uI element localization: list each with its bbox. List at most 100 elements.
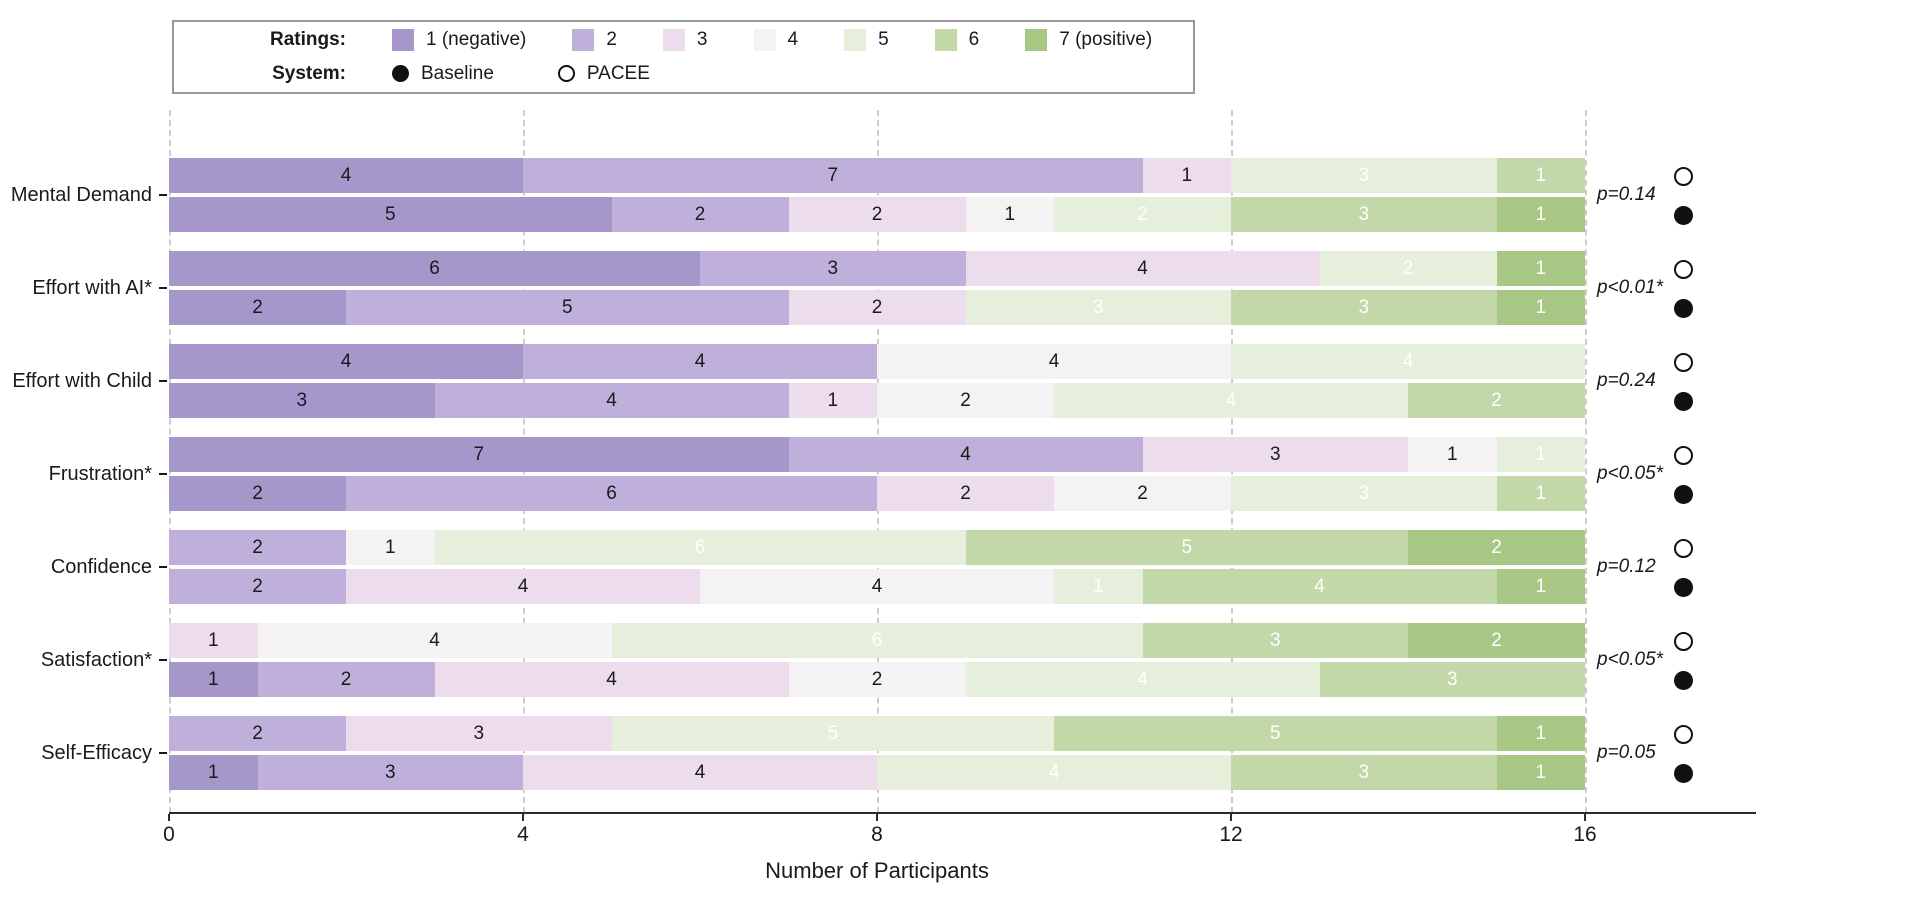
segment-rating-5: 3: [965, 290, 1231, 325]
rating-legend-label: 5: [878, 29, 889, 51]
segment-rating-2: 2: [169, 569, 346, 604]
segment-rating-4: 2: [877, 383, 1054, 418]
x-tick-label: 8: [871, 823, 883, 846]
filled-circle-icon: [1674, 670, 1693, 690]
segment-rating-1: 1: [169, 755, 258, 790]
x-tick-mark: [876, 814, 878, 821]
segment-rating-4: 2: [788, 662, 966, 697]
category-label-effort-with-ai: Effort with AI*: [32, 277, 152, 299]
segment-rating-6: 3: [1231, 197, 1497, 232]
p-value-frustration: p<0.05*: [1597, 463, 1664, 484]
segment-rating-5: 4: [1054, 383, 1408, 418]
category-label-confidence: Confidence: [50, 556, 152, 578]
segment-rating-5: 2: [1054, 197, 1231, 232]
rating-legend-label: 1 (negative): [426, 29, 527, 51]
segment-rating-3: 4: [434, 662, 789, 697]
segment-rating-5: 2: [1319, 251, 1497, 286]
p-value-satisfaction: p<0.05*: [1597, 649, 1664, 670]
segment-rating-6: 3: [1319, 662, 1585, 697]
x-tick-mark: [168, 814, 170, 821]
segment-rating-7: 2: [1408, 623, 1585, 658]
segment-rating-6: 2: [1408, 383, 1585, 418]
segment-rating-4: 1: [346, 530, 435, 565]
segment-rating-2: 4: [434, 383, 789, 418]
segment-rating-7: 1: [1496, 755, 1585, 790]
rating-swatch-icon: [844, 29, 867, 52]
system-legend-label: Baseline: [421, 62, 494, 84]
segment-rating-2: 4: [788, 437, 1143, 472]
segment-rating-5: 1: [1496, 437, 1585, 472]
x-tick-label: 0: [163, 823, 175, 846]
p-value-mental-demand: p=0.14: [1597, 184, 1656, 205]
rating-swatch-icon: [662, 29, 685, 52]
y-tick-mark: [159, 659, 167, 661]
y-tick-mark: [159, 380, 167, 382]
segment-rating-3: 2: [877, 476, 1054, 511]
segment-rating-5: 3: [1231, 158, 1497, 193]
segment-rating-2: 2: [257, 662, 435, 697]
system-legend-item: PACEE: [557, 63, 650, 85]
segment-rating-7: 1: [1496, 569, 1585, 604]
rating-legend-item: 2: [572, 29, 617, 52]
open-circle-icon: [1674, 259, 1693, 279]
open-circle-icon: [1674, 631, 1693, 651]
rating-swatch-icon: [753, 29, 776, 52]
filled-circle-icon: [1674, 484, 1693, 504]
rating-swatch-icon: [1025, 29, 1048, 52]
x-tick-label: 12: [1219, 823, 1243, 846]
segment-rating-6: 5: [1054, 716, 1497, 751]
segment-rating-3: 4: [965, 251, 1320, 286]
segment-rating-4: 4: [700, 569, 1054, 604]
filled-circle-icon: [1674, 391, 1693, 411]
x-tick-mark: [1230, 814, 1232, 821]
open-circle-icon: [1674, 352, 1693, 372]
ratings-legend-items: 1 (negative) 2 3 4 5 6 7 (positive): [392, 29, 1152, 52]
segment-rating-2: 3: [257, 755, 523, 790]
category-label-mental-demand: Mental Demand: [10, 184, 152, 206]
rating-legend-item: 1 (negative): [392, 29, 527, 52]
open-circle-icon: [1674, 166, 1693, 186]
ratings-legend-title: Ratings:: [270, 29, 346, 51]
system-legend-items: Baseline PACEE: [392, 63, 650, 85]
x-tick-mark: [1584, 814, 1586, 821]
category-label-self-efficacy: Self-Efficacy: [41, 742, 152, 764]
segment-rating-6: 1: [1496, 158, 1585, 193]
x-tick-label: 4: [517, 823, 529, 846]
rating-legend-label: 6: [968, 29, 980, 51]
rating-legend-label: 3: [696, 29, 708, 51]
segment-rating-4: 2: [1054, 476, 1231, 511]
segment-rating-7: 1: [1496, 251, 1585, 286]
segment-rating-2: 3: [700, 251, 966, 286]
segment-rating-2: 2: [169, 716, 346, 751]
segment-rating-3: 4: [346, 569, 700, 604]
open-circle-icon: [557, 65, 575, 83]
segment-rating-3: 3: [346, 716, 612, 751]
filled-circle-icon: [1674, 205, 1693, 225]
segment-rating-2: 5: [346, 290, 789, 325]
segment-rating-5: 4: [965, 662, 1320, 697]
open-circle-icon: [1674, 538, 1693, 558]
open-circle-icon: [1674, 724, 1693, 744]
segment-rating-1: 6: [169, 251, 700, 286]
rating-swatch-icon: [392, 29, 414, 52]
segment-rating-1: 2: [169, 476, 346, 511]
y-tick-mark: [159, 287, 167, 289]
filled-circle-icon: [1674, 577, 1693, 597]
segment-rating-3: 1: [169, 623, 258, 658]
system-legend-title: System:: [272, 62, 346, 84]
segment-rating-7: 1: [1496, 197, 1585, 232]
segment-rating-5: 3: [1231, 476, 1497, 511]
segment-rating-5: 5: [611, 716, 1054, 751]
rating-legend-item: 3: [662, 29, 708, 52]
segment-rating-3: 2: [788, 290, 966, 325]
category-label-frustration: Frustration*: [48, 463, 152, 485]
y-tick-mark: [159, 752, 167, 754]
